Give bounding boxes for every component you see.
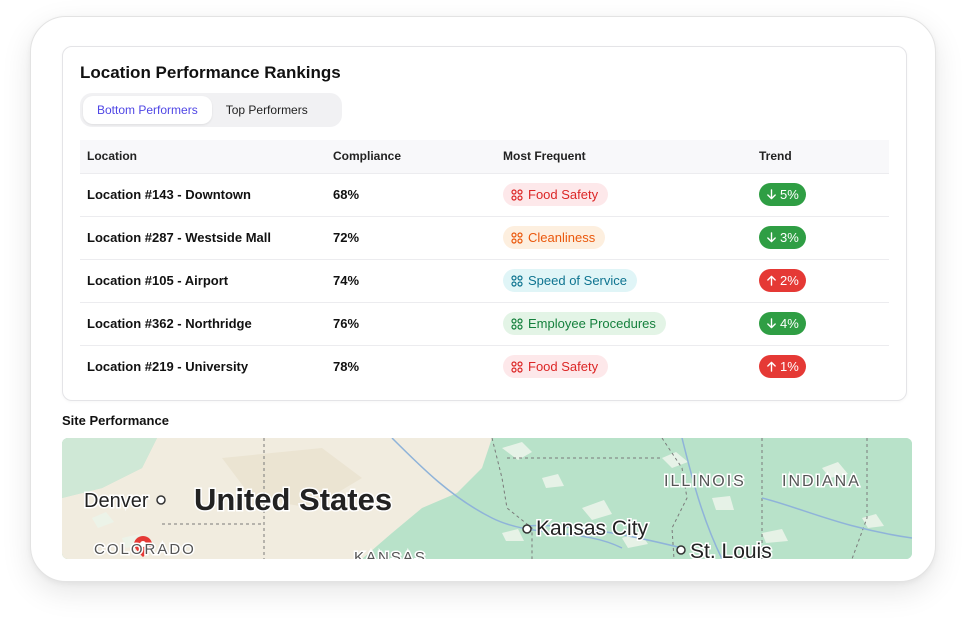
apps-grid-icon (511, 317, 523, 330)
category-label: Food Safety (528, 359, 599, 375)
cell-most-frequent: Food Safety (496, 173, 752, 217)
cell-location: Location #143 - Downtown (80, 173, 326, 217)
site-map[interactable]: Denver United States COLORADO KANSAS Kan… (62, 438, 912, 559)
cell-most-frequent: Speed of Service (496, 259, 752, 303)
category-badge: Speed of Service (503, 269, 638, 292)
apps-grid-icon (511, 188, 523, 201)
arrow-up-icon (767, 275, 776, 286)
apps-grid-icon (511, 231, 523, 244)
tab-top-performers[interactable]: Top Performers (225, 103, 308, 117)
cell-location: Location #105 - Airport (80, 259, 326, 303)
trend-badge: 2% (759, 269, 806, 292)
column-header-most-frequent[interactable]: Most Frequent (496, 140, 752, 174)
cell-most-frequent: Food Safety (496, 345, 752, 388)
cell-location: Location #362 - Northridge (80, 302, 326, 346)
rankings-card: Location Performance Rankings Bottom Per… (62, 46, 907, 401)
category-badge: Food Safety (503, 183, 609, 206)
cell-location: Location #287 - Westside Mall (80, 216, 326, 260)
trend-badge: 1% (759, 355, 806, 379)
compliance-value: 78% (333, 359, 360, 375)
cell-compliance: 74% (326, 259, 496, 303)
trend-value: 2% (780, 273, 799, 288)
map-label-country: United States (194, 482, 392, 517)
category-label: Employee Procedures (528, 316, 656, 331)
map-label-illinois: ILLINOIS (664, 473, 746, 490)
cell-compliance: 72% (326, 216, 496, 260)
category-label: Food Safety (528, 187, 599, 202)
card-title: Location Performance Rankings (80, 63, 341, 82)
trend-value: 3% (780, 230, 799, 245)
category-label: Cleanliness (528, 230, 596, 245)
category-label: Speed of Service (528, 273, 628, 288)
cell-most-frequent: Cleanliness (496, 216, 752, 260)
location-name: Location #362 - Northridge (87, 316, 252, 331)
compliance-value: 68% (333, 187, 360, 202)
table-row[interactable]: Location #362 - Northridge 76% Employee Pr… (80, 302, 889, 346)
tab-bottom-performers[interactable]: Bottom Performers (83, 96, 212, 124)
compliance-value: 74% (333, 273, 360, 288)
trend-badge: 5% (759, 183, 806, 206)
table-row[interactable]: Location #287 - Westside Mall 72% Cleanlin… (80, 216, 889, 260)
location-name: Location #105 - Airport (87, 273, 229, 288)
cell-most-frequent: Employee Procedures (496, 302, 752, 346)
arrow-down-icon (767, 232, 776, 243)
trend-value: 5% (780, 187, 799, 202)
map-label-st-louis: St. Louis (690, 540, 772, 559)
rankings-table: Location Compliance Most Frequent Trend … (80, 140, 889, 388)
map-pin-icon[interactable] (134, 536, 152, 557)
arrow-up-icon (767, 361, 776, 373)
cell-trend: 4% (752, 302, 889, 346)
column-header-location[interactable]: Location (80, 140, 326, 174)
map-label-denver: Denver (84, 490, 149, 512)
trend-badge: 4% (759, 312, 806, 335)
trend-value: 4% (780, 316, 799, 331)
category-badge: Food Safety (503, 355, 609, 379)
apps-grid-icon (511, 274, 523, 287)
table-row[interactable]: Location #219 - University 78% Food Safety… (80, 345, 889, 388)
apps-grid-icon (511, 361, 523, 373)
cell-compliance: 68% (326, 173, 496, 217)
cell-trend: 1% (752, 345, 889, 388)
map-label-indiana: INDIANA (782, 473, 861, 490)
map-label-kansas: KANSAS (354, 549, 427, 559)
cell-trend: 3% (752, 216, 889, 260)
map-label-colorado: COLORADO (94, 541, 196, 558)
table-header-row: Location Compliance Most Frequent Trend (80, 140, 889, 174)
compliance-value: 72% (333, 230, 360, 245)
performer-tabs: Bottom Performers Top Performers (80, 93, 342, 127)
column-header-compliance[interactable]: Compliance (326, 140, 496, 174)
arrow-down-icon (767, 189, 776, 200)
compliance-value: 76% (333, 316, 360, 331)
cell-compliance: 78% (326, 345, 496, 388)
site-performance-label: Site Performance (62, 413, 169, 428)
trend-badge: 3% (759, 226, 806, 249)
device-frame: Location Performance Rankings Bottom Per… (30, 16, 936, 582)
map-label-kansas-city: Kansas City (536, 517, 649, 540)
category-badge: Cleanliness (503, 226, 606, 249)
cell-location: Location #219 - University (80, 345, 326, 388)
cell-trend: 2% (752, 259, 889, 303)
location-name: Location #143 - Downtown (87, 187, 251, 202)
table-row[interactable]: Location #105 - Airport 74% Speed of Servi… (80, 259, 889, 303)
map-graphic: Denver United States COLORADO KANSAS Kan… (62, 438, 912, 559)
trend-value: 1% (780, 359, 799, 375)
table-row[interactable]: Location #143 - Downtown 68% Food Safety 5% (80, 173, 889, 217)
cell-trend: 5% (752, 173, 889, 217)
category-badge: Employee Procedures (503, 312, 666, 335)
location-name: Location #219 - University (87, 359, 249, 375)
location-name: Location #287 - Westside Mall (87, 230, 271, 245)
arrow-down-icon (767, 318, 776, 329)
column-header-trend[interactable]: Trend (752, 140, 889, 174)
cell-compliance: 76% (326, 302, 496, 346)
